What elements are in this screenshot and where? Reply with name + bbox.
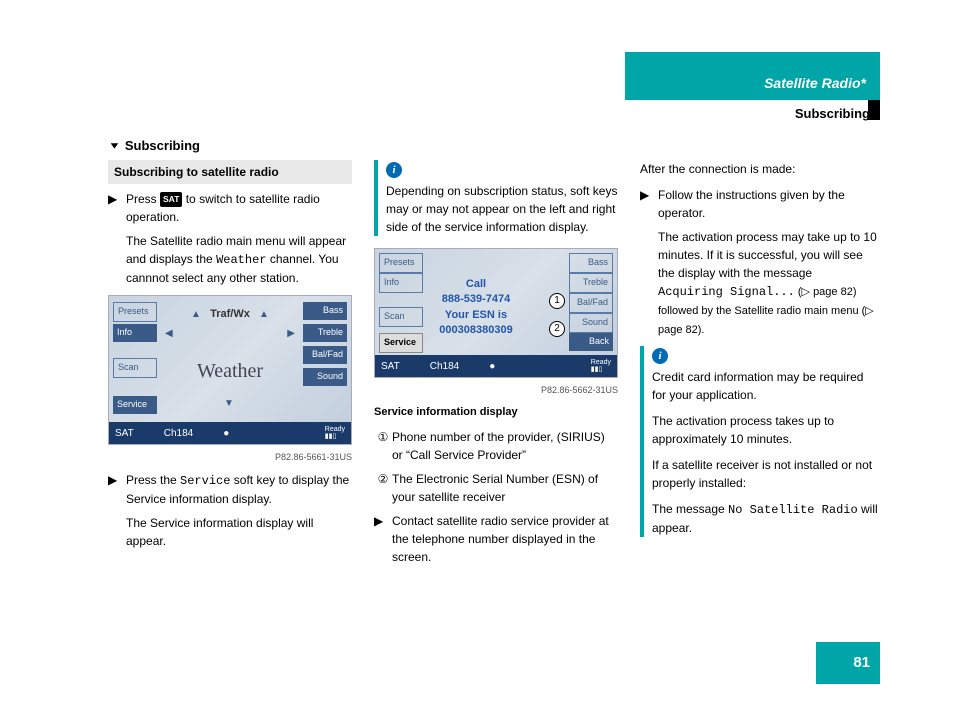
record-icon: ● (489, 359, 495, 374)
info-box-credit: i Credit card information may be require… (640, 346, 880, 537)
screen-weather: Presets Info Scan Service Bass Treble Ba… (108, 295, 352, 445)
step-follow-instructions: ▶ Follow the instructions given by the o… (640, 186, 880, 222)
arrow-left-icon: ◀ (165, 326, 173, 341)
t: Phone number of the provider, (SIRIUS) o… (392, 428, 618, 464)
softkey-info[interactable]: Info (113, 324, 157, 342)
call-info: Call 888-539-7474 Your ESN is 0003083803… (375, 277, 577, 339)
para-main-menu: The Satellite radio main menu will appea… (108, 232, 352, 287)
bar-sat: SAT (381, 359, 400, 374)
bar-ready: Ready▮▮▯ (591, 359, 611, 373)
bar-channel: Ch184 (164, 426, 193, 441)
bar-channel: Ch184 (430, 359, 459, 374)
callout-2-icon: 2 (549, 321, 565, 337)
t: Your ESN is (445, 309, 507, 321)
t: Contact satellite radio service provider… (392, 512, 618, 566)
step-press-sat: ▶ Press SAT to switch to satellite radio… (108, 190, 352, 226)
callout-item-1: ① Phone number of the provider, (SIRIUS)… (374, 428, 618, 464)
bar-sat: SAT (115, 426, 134, 441)
arrow-right-icon: ▶ (287, 326, 295, 341)
esn-number: 000308380309 (439, 324, 512, 336)
info-no-sat-msg: The message No Satellite Radio will appe… (652, 500, 880, 537)
softkey-treble[interactable]: Treble (303, 324, 347, 342)
callout-1-icon: 1 (549, 293, 565, 309)
info-not-installed: If a satellite receiver is not installed… (652, 456, 880, 492)
content-columns: Subscribing to satellite radio ▶ Press S… (108, 160, 880, 572)
screen-service-info: Presets Info Scan Service Bass Treble Ba… (374, 248, 618, 378)
t: Call (466, 278, 486, 290)
bullet-icon: ▶ (108, 471, 126, 508)
bullet-icon: ▶ (640, 186, 658, 222)
t: Traf/Wx (210, 308, 250, 320)
bullet-icon: ▶ (374, 512, 392, 566)
arrow-up-icon: ▲ (259, 309, 269, 320)
t: Press (126, 192, 160, 206)
screen-status-bar: SAT Ch184 ● Ready▮▮▯ (109, 422, 351, 444)
sat-key-icon: SAT (160, 192, 182, 207)
info-activation-time: The activation process takes up to appro… (652, 412, 880, 448)
lead-text: After the connection is made: (640, 160, 880, 178)
page-number-text: 81 (853, 652, 870, 675)
code-weather: Weather (216, 253, 266, 267)
figure-caption: Service information display (374, 404, 618, 421)
softkey-presets[interactable]: Presets (379, 253, 423, 273)
t: The activation process may take up to 10… (658, 230, 877, 280)
subhead-subscribing-sat: Subscribing to satellite radio (108, 160, 352, 184)
code-acquiring: Acquiring Signal... (658, 285, 795, 299)
screen-status-bar: SAT Ch184 ● Ready▮▮▯ (375, 355, 617, 377)
softkey-bass[interactable]: Bass (303, 302, 347, 320)
softkey-bass[interactable]: Bass (569, 253, 613, 273)
t: Press the (126, 473, 180, 487)
softkey-service[interactable]: Service (113, 396, 157, 414)
step-contact-provider: ▶ Contact satellite radio service provid… (374, 512, 618, 566)
para-activation: The activation process may take up to 10… (640, 228, 880, 338)
bar-ready: Ready▮▮▯ (325, 426, 345, 440)
code-no-sat: No Satellite Radio (728, 503, 858, 517)
section-title: ▼ Subscribing (108, 136, 200, 156)
callout-item-2: ② The Electronic Serial Number (ESN) of … (374, 470, 618, 506)
step-press-service: ▶ Press the Service soft key to display … (108, 471, 352, 508)
step-text: Press the Service soft key to display th… (126, 471, 352, 508)
info-icon: i (652, 348, 668, 364)
header-subtitle: Subscribing (795, 104, 870, 124)
info-icon: i (386, 162, 402, 178)
column-3: After the connection is made: ▶ Follow t… (640, 160, 880, 572)
arrow-up-icon: ▲ (191, 309, 201, 320)
triangle-down-icon: ▼ (108, 139, 121, 153)
screen-top-label: ▲ Traf/Wx ▲ (179, 306, 281, 323)
section-title-text: Subscribing (125, 138, 200, 153)
info-text: Depending on subscription status, soft k… (386, 182, 618, 236)
t: Follow the instructions given by the ope… (658, 186, 880, 222)
softkey-presets[interactable]: Presets (113, 302, 157, 322)
header-title-bar: Satellite Radio* (625, 52, 880, 100)
t: The message (652, 502, 728, 516)
column-1: Subscribing to satellite radio ▶ Press S… (108, 160, 352, 572)
para-service-appear: The Service information display will app… (108, 514, 352, 550)
info-credit: Credit card information may be required … (652, 368, 880, 404)
phone-number: 888-539-7474 (442, 293, 511, 305)
bullet-icon: ▶ (108, 190, 126, 226)
num-2-icon: ② (374, 470, 392, 506)
num-1-icon: ① (374, 428, 392, 464)
info-box-softkeys: i Depending on subscription status, soft… (374, 160, 618, 236)
column-2: i Depending on subscription status, soft… (374, 160, 618, 572)
figure-id-1: P82.86-5661-31US (108, 451, 352, 465)
step-text: Press SAT to switch to satellite radio o… (126, 190, 352, 226)
page-number: 81 (816, 642, 880, 684)
t: The Electronic Serial Number (ESN) of yo… (392, 470, 618, 506)
header-title: Satellite Radio* (764, 73, 866, 94)
figure-id-2: P82.86-5662-31US (374, 384, 618, 398)
screen-center-text: Weather (109, 356, 351, 386)
code-service: Service (180, 474, 230, 488)
arrow-down-icon: ▼ (224, 396, 234, 411)
record-icon: ● (223, 426, 229, 441)
